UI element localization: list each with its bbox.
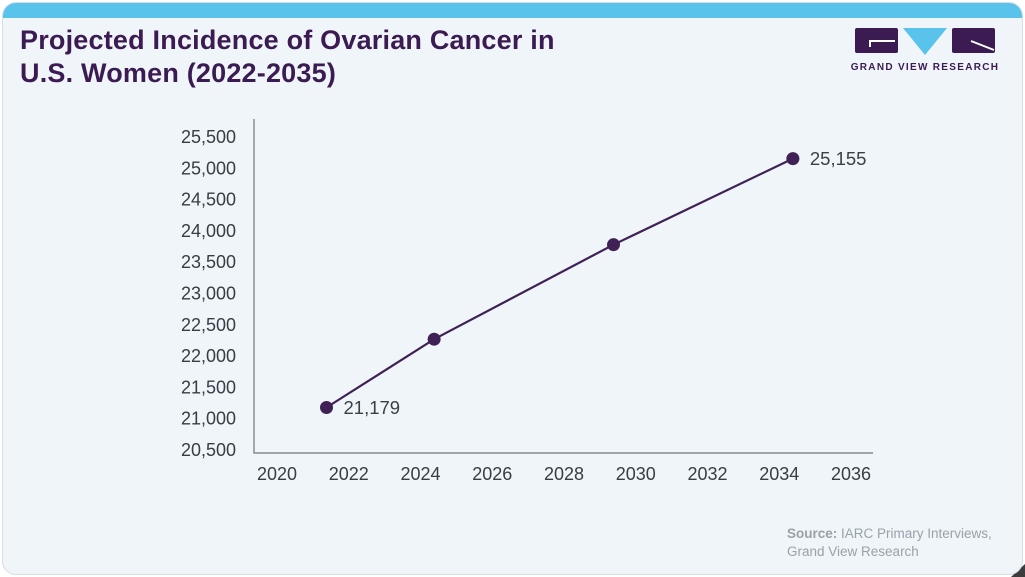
x-tick-label: 2024 (400, 464, 440, 484)
x-tick-label: 2028 (544, 464, 584, 484)
x-tick-label: 2032 (687, 464, 727, 484)
x-tick-label: 2034 (759, 464, 799, 484)
y-tick-label: 21,000 (181, 409, 236, 429)
page-title-line1: Projected Incidence of Ovarian Cancer in (20, 25, 555, 55)
x-tick-label: 2030 (616, 464, 656, 484)
axis-lines (253, 119, 873, 454)
x-tick-label: 2020 (257, 464, 297, 484)
data-point (427, 332, 441, 346)
source-line1: IARC Primary Interviews, (841, 526, 992, 541)
y-tick-label: 24,500 (181, 190, 236, 210)
gvr-logo: GRAND VIEW RESEARCH (851, 28, 998, 73)
data-point-label: 25,155 (810, 148, 867, 169)
y-tick-label: 23,500 (181, 252, 236, 272)
source-line2: Grand View Research (787, 544, 919, 559)
y-tick-label: 22,500 (181, 315, 236, 335)
top-accent-bar (3, 3, 1022, 18)
source-label: Source: (787, 526, 838, 541)
y-tick-label: 23,000 (181, 284, 236, 304)
page-title-line2: U.S. Women (2022-2035) (20, 58, 337, 88)
x-tick-label: 2026 (472, 464, 512, 484)
logo-r-block (952, 28, 995, 53)
y-tick-label: 22,000 (181, 346, 236, 366)
data-point (320, 400, 334, 414)
data-point (607, 238, 621, 252)
y-tick-label: 24,000 (181, 221, 236, 241)
x-tick-label: 2022 (329, 464, 369, 484)
x-tick-label: 2036 (831, 464, 871, 484)
gvr-logo-icon (855, 28, 995, 55)
logo-wordmark: GRAND VIEW RESEARCH (850, 62, 1000, 73)
y-tick-label: 25,000 (181, 158, 236, 178)
data-point (786, 152, 800, 166)
page-title: Projected Incidence of Ovarian Cancer in… (20, 24, 555, 90)
trend-line (325, 157, 794, 409)
logo-v-icon (903, 28, 947, 55)
source-note: Source: IARC Primary Interviews, Grand V… (787, 525, 999, 561)
y-tick-label: 25,500 (181, 127, 236, 147)
logo-g-glyph (869, 40, 895, 47)
y-tick-label: 20,500 (181, 440, 236, 460)
logo-r-glyph (970, 40, 995, 51)
data-point-label: 21,179 (344, 397, 401, 418)
y-tick-label: 21,500 (181, 377, 236, 397)
